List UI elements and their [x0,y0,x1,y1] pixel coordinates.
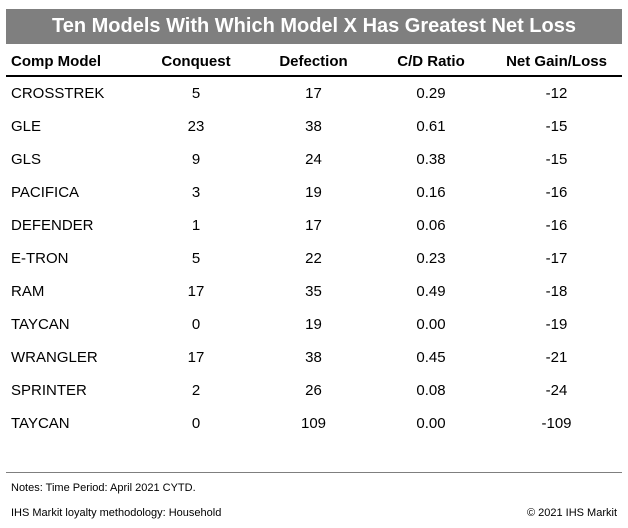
table-row: CROSSTREK 5 17 0.29 -12 [6,76,622,110]
cell-defection: 22 [305,250,322,267]
cell-defection: 17 [305,217,322,234]
cell-comp-model: CROSSTREK [11,85,105,102]
table-row: SPRINTER 2 26 0.08 -24 [6,374,622,407]
table-title: Ten Models With Which Model X Has Greate… [6,9,622,44]
cell-cd-ratio: 0.08 [416,382,446,399]
table-row: E-TRON 5 22 0.23 -17 [6,242,622,275]
cell-defection: 35 [305,283,322,300]
table-row: WRANGLER 17 38 0.45 -21 [6,341,622,374]
header-comp-model: Comp Model [6,47,136,77]
cell-conquest: 17 [187,349,205,366]
cell-net-gain-loss: -24 [545,382,568,399]
cell-conquest: 2 [191,382,201,399]
cell-cd-ratio: 0.61 [416,118,446,135]
table-row: GLE 23 38 0.61 -15 [6,110,622,143]
cell-comp-model: TAYCAN [11,415,70,432]
cell-net-gain-loss: -19 [545,316,568,333]
cell-conquest: 0 [191,415,201,432]
cell-cd-ratio: 0.23 [416,250,446,267]
cell-cd-ratio: 0.38 [416,151,446,168]
cell-conquest: 17 [187,283,205,300]
cell-net-gain-loss: -21 [545,349,568,366]
table-row: RAM 17 35 0.49 -18 [6,275,622,308]
table-body: CROSSTREK 5 17 0.29 -12 GLE 23 38 0.61 -15 GLS 9 24 0… [6,76,622,440]
cell-net-gain-loss: -109 [541,415,572,432]
cell-net-gain-loss: -15 [545,118,568,135]
cell-comp-model: GLS [11,151,42,168]
cell-cd-ratio: 0.29 [416,85,446,102]
table-row: TAYCAN 0 19 0.00 -19 [6,308,622,341]
header-conquest: Conquest [136,47,256,77]
cell-defection: 19 [305,316,322,333]
cell-comp-model: RAM [11,283,45,300]
cell-conquest: 0 [191,316,201,333]
header-net-gain-loss: Net Gain/Loss [491,47,622,77]
cell-net-gain-loss: -16 [545,184,568,201]
cell-conquest: 5 [191,85,201,102]
methodology-text: IHS Markit loyalty methodology: Househol… [11,507,222,519]
cell-defection: 38 [305,118,322,135]
cell-defection: 38 [305,349,322,366]
net-loss-table: Comp Model Conquest Defection C/D Ratio … [6,47,622,440]
cell-comp-model: WRANGLER [11,349,98,366]
cell-conquest: 9 [191,151,201,168]
table-row: TAYCAN 0 109 0.00 -109 [6,407,622,440]
cell-comp-model: DEFENDER [11,217,94,234]
cell-cd-ratio: 0.00 [416,316,446,333]
cell-cd-ratio: 0.45 [416,349,446,366]
cell-conquest: 1 [191,217,201,234]
cell-comp-model: PACIFICA [11,184,80,201]
cell-comp-model: E-TRON [11,250,69,267]
cell-defection: 19 [305,184,322,201]
cell-conquest: 5 [191,250,201,267]
cell-conquest: 3 [191,184,201,201]
table-header: Comp Model Conquest Defection C/D Ratio … [6,47,622,77]
notes-text: Notes: Time Period: April 2021 CYTD. [11,482,196,494]
header-defection: Defection [256,47,371,77]
cell-defection: 26 [305,382,322,399]
cell-comp-model: SPRINTER [11,382,87,399]
footer-divider [6,472,622,473]
copyright-text: © 2021 IHS Markit [526,507,617,519]
cell-cd-ratio: 0.49 [416,283,446,300]
table-row: PACIFICA 3 19 0.16 -16 [6,176,622,209]
cell-cd-ratio: 0.16 [416,184,446,201]
cell-defection: 109 [300,415,327,432]
header-cd-ratio: C/D Ratio [371,47,491,77]
cell-net-gain-loss: -16 [545,217,568,234]
cell-comp-model: GLE [11,118,42,135]
table-row: GLS 9 24 0.38 -15 [6,143,622,176]
cell-defection: 17 [305,85,322,102]
table-row: DEFENDER 1 17 0.06 -16 [6,209,622,242]
cell-cd-ratio: 0.00 [416,415,446,432]
cell-comp-model: TAYCAN [11,316,70,333]
cell-net-gain-loss: -17 [545,250,568,267]
header-row: Comp Model Conquest Defection C/D Ratio … [6,47,622,77]
cell-net-gain-loss: -18 [545,283,568,300]
cell-cd-ratio: 0.06 [416,217,446,234]
cell-net-gain-loss: -12 [545,85,568,102]
cell-net-gain-loss: -15 [545,151,568,168]
cell-conquest: 23 [187,118,205,135]
cell-defection: 24 [305,151,322,168]
